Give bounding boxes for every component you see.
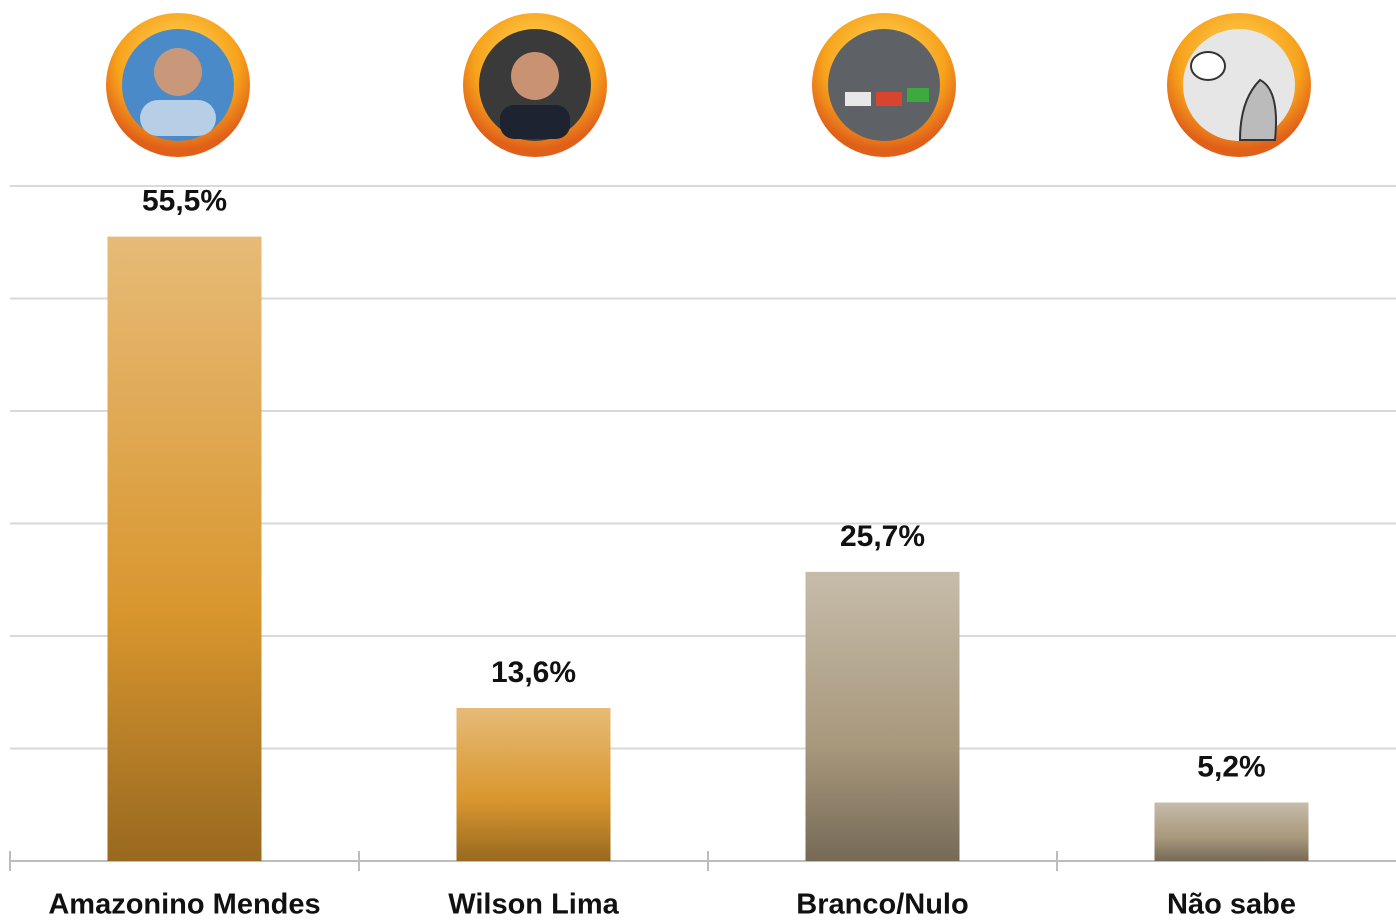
icon [1167,13,1311,157]
bar [1154,802,1309,861]
x-tick-label: Não sabe [1167,889,1296,921]
x-tick-label: Branco/Nulo [796,889,968,921]
icon [812,13,956,157]
value-label: 55,5% [142,185,227,218]
value-label: 25,7% [840,520,925,553]
icon [106,13,250,157]
x-tick-label: Amazonino Mendes [48,889,320,921]
icons [106,13,1311,157]
icon [463,13,607,157]
value-label: 13,6% [491,656,576,689]
value-label: 5,2% [1197,750,1265,783]
bar [107,236,262,861]
bar [805,571,960,861]
x-tick-label: Wilson Lima [448,889,619,921]
bar [456,708,611,861]
